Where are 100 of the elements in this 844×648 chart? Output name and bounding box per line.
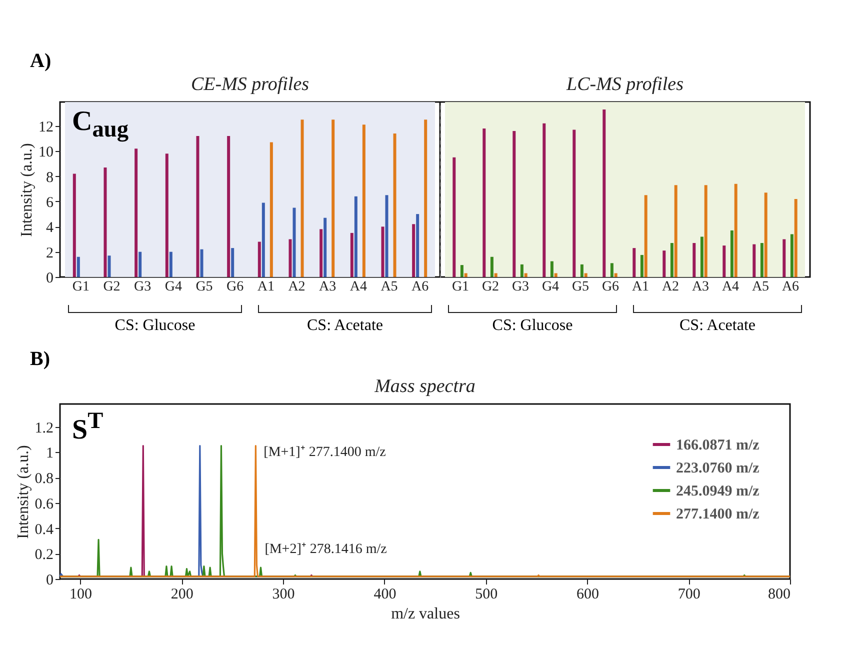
y-tick-label: 10 bbox=[38, 144, 54, 161]
y-tick-label: 4 bbox=[46, 220, 54, 236]
bar bbox=[134, 148, 138, 277]
bar bbox=[764, 192, 768, 277]
bar bbox=[482, 128, 486, 277]
bar bbox=[288, 239, 292, 277]
bar bbox=[640, 254, 644, 277]
x-tick-label: A3 bbox=[319, 280, 336, 294]
bar bbox=[385, 195, 388, 277]
x-tick-label: G4 bbox=[542, 280, 560, 294]
bar bbox=[412, 224, 416, 277]
bar bbox=[644, 195, 648, 277]
bar bbox=[452, 157, 456, 277]
bar bbox=[381, 226, 384, 277]
x-tick-label: A2 bbox=[662, 280, 680, 294]
bar bbox=[320, 229, 323, 277]
chart-title: CE-MS profiles bbox=[190, 74, 310, 95]
y-tick-label: 0 bbox=[46, 270, 54, 286]
x-tick-label: 200 bbox=[170, 586, 194, 602]
bar bbox=[169, 252, 172, 277]
x-tick-label: 400 bbox=[374, 586, 396, 602]
x-tick-label: 100 bbox=[70, 586, 92, 602]
bar bbox=[108, 256, 111, 277]
x-tick-label: 600 bbox=[576, 586, 599, 602]
bar bbox=[165, 154, 168, 277]
x-tick-label: A1 bbox=[257, 280, 274, 294]
bar bbox=[602, 110, 606, 277]
bar bbox=[262, 202, 265, 277]
bar bbox=[460, 265, 464, 277]
bar bbox=[354, 196, 358, 277]
text: A) bbox=[30, 50, 52, 73]
annotation: [M+2]⁺ 278.1416 m/z bbox=[264, 542, 387, 558]
y-tick-label: 12 bbox=[38, 119, 54, 136]
bar bbox=[76, 256, 80, 277]
bar bbox=[494, 273, 498, 277]
bar bbox=[300, 120, 304, 277]
x-axis-title: m/z values bbox=[391, 606, 460, 622]
y-tick-label: 1.2 bbox=[34, 420, 54, 436]
bar bbox=[231, 248, 234, 277]
y-tick-label: 6 bbox=[46, 194, 54, 211]
x-tick-label: G3 bbox=[512, 280, 530, 294]
annotation: [M+1]⁺ 277.1400 m/z bbox=[264, 444, 386, 460]
y-tick-label: 0 bbox=[46, 572, 54, 588]
legend-label: 166.0871 m/z bbox=[676, 438, 760, 454]
y-tick-label: 0.2 bbox=[34, 547, 54, 564]
bar bbox=[752, 244, 756, 277]
bar bbox=[270, 142, 273, 277]
legend-label: 223.0760 m/z bbox=[676, 460, 760, 476]
bar bbox=[520, 264, 524, 277]
text: B) bbox=[30, 348, 50, 371]
x-tick-label: 500 bbox=[475, 586, 498, 602]
bar bbox=[72, 174, 76, 277]
x-tick-label: A4 bbox=[722, 280, 740, 294]
x-tick-label: G1 bbox=[452, 280, 470, 294]
bar bbox=[614, 273, 618, 277]
bar bbox=[512, 130, 516, 277]
x-tick-label: 800 bbox=[768, 586, 790, 602]
x-tick-label: A6 bbox=[782, 280, 800, 294]
bar bbox=[632, 248, 636, 277]
bar bbox=[524, 273, 528, 277]
y-tick-label: 0.4 bbox=[34, 522, 54, 538]
bar bbox=[580, 264, 584, 277]
chart-title: LC-MS profiles bbox=[566, 74, 684, 95]
bar bbox=[200, 249, 204, 277]
x-tick-label: G6 bbox=[226, 280, 244, 294]
y-tick-label: 1 bbox=[46, 446, 54, 462]
x-tick-label: A4 bbox=[350, 280, 367, 294]
y-tick-label: 8 bbox=[46, 170, 54, 186]
x-tick-label: 300 bbox=[272, 586, 295, 602]
bar bbox=[700, 236, 704, 277]
text: CS: Glucose bbox=[114, 317, 196, 334]
bar bbox=[324, 218, 327, 277]
bar bbox=[692, 243, 696, 277]
bar bbox=[104, 167, 107, 277]
x-tick-label: G4 bbox=[164, 280, 182, 294]
y-axis-title: Intensity (a.u.) bbox=[18, 143, 36, 237]
bar bbox=[782, 239, 786, 277]
bar bbox=[393, 133, 396, 277]
legend-label: 277.1400 m/z bbox=[676, 506, 760, 522]
x-tick-label: G5 bbox=[572, 280, 590, 294]
y-tick-label: 2 bbox=[46, 245, 54, 262]
bar bbox=[332, 120, 335, 277]
bar bbox=[362, 124, 366, 277]
bar bbox=[292, 208, 296, 277]
bar bbox=[554, 273, 558, 277]
bar bbox=[730, 230, 734, 277]
bar bbox=[227, 136, 230, 277]
y-tick-label: 0.6 bbox=[34, 496, 54, 512]
text: CS: Acetate bbox=[680, 317, 756, 334]
x-tick-label: A3 bbox=[692, 280, 710, 294]
bar bbox=[572, 130, 576, 277]
bar bbox=[790, 234, 794, 277]
bar bbox=[610, 263, 614, 277]
x-tick-label: A1 bbox=[632, 280, 650, 294]
chart-title: Mass spectra bbox=[374, 376, 476, 397]
bar bbox=[416, 214, 420, 277]
bar bbox=[464, 273, 468, 277]
bar bbox=[704, 185, 708, 277]
x-tick-label: 700 bbox=[678, 586, 700, 602]
bar bbox=[350, 232, 354, 277]
